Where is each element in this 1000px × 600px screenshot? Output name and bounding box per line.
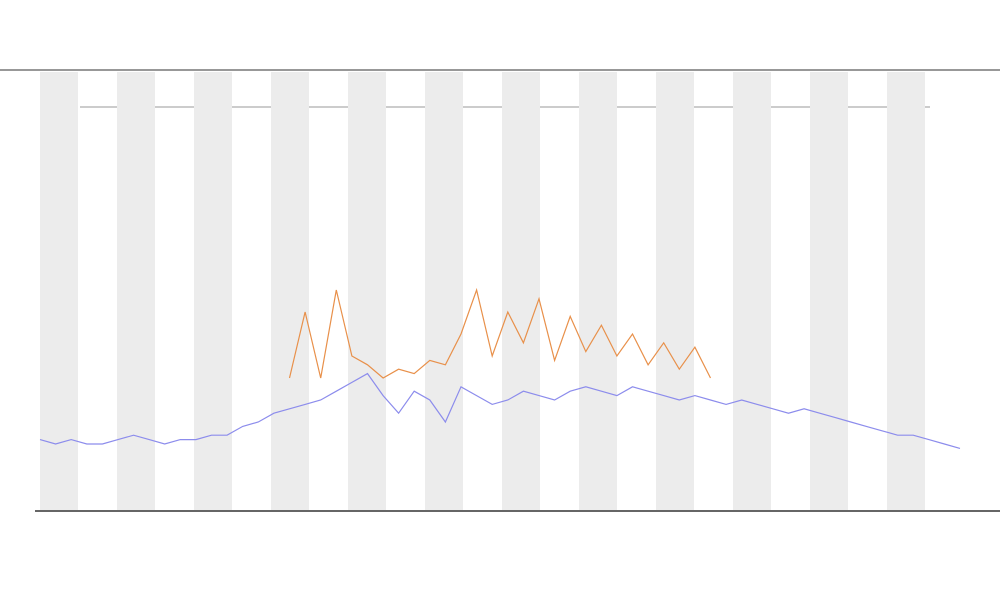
band xyxy=(733,72,771,510)
band xyxy=(887,72,925,510)
band xyxy=(810,72,848,510)
band xyxy=(656,72,694,510)
series-line xyxy=(39,372,961,449)
band xyxy=(425,72,463,510)
band xyxy=(579,72,617,510)
bands xyxy=(40,72,925,510)
band xyxy=(502,72,540,510)
band xyxy=(194,72,232,510)
band xyxy=(271,72,309,510)
band xyxy=(348,72,386,510)
series-line xyxy=(288,287,712,379)
lines xyxy=(39,287,961,449)
band xyxy=(117,72,155,510)
band xyxy=(40,72,78,510)
